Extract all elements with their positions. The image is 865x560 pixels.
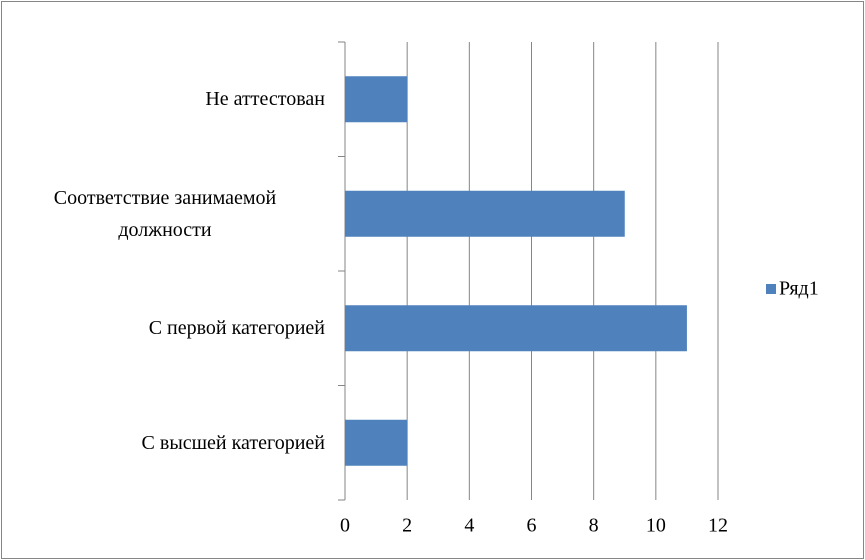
y-tick-label: С высшей категорией (141, 431, 325, 454)
x-tick-label: 4 (464, 515, 474, 537)
x-tick-label: 0 (340, 515, 350, 537)
legend-label: Ряд1 (779, 278, 819, 300)
y-tick-label: С первой категорией (148, 317, 325, 340)
x-tick-label: 10 (646, 515, 666, 537)
y-tick-label: Соответствие занимаемой должности (53, 186, 277, 241)
x-tick-label: 2 (402, 515, 412, 537)
bar (345, 305, 687, 352)
x-tick-label: 6 (527, 515, 537, 537)
x-tick-label: 8 (589, 515, 599, 537)
bar (345, 76, 408, 123)
bar (345, 419, 408, 466)
x-tick-label: 12 (708, 515, 728, 537)
y-tick-label: Не аттестован (205, 88, 325, 111)
bar (345, 190, 625, 237)
legend-swatch (766, 284, 776, 294)
